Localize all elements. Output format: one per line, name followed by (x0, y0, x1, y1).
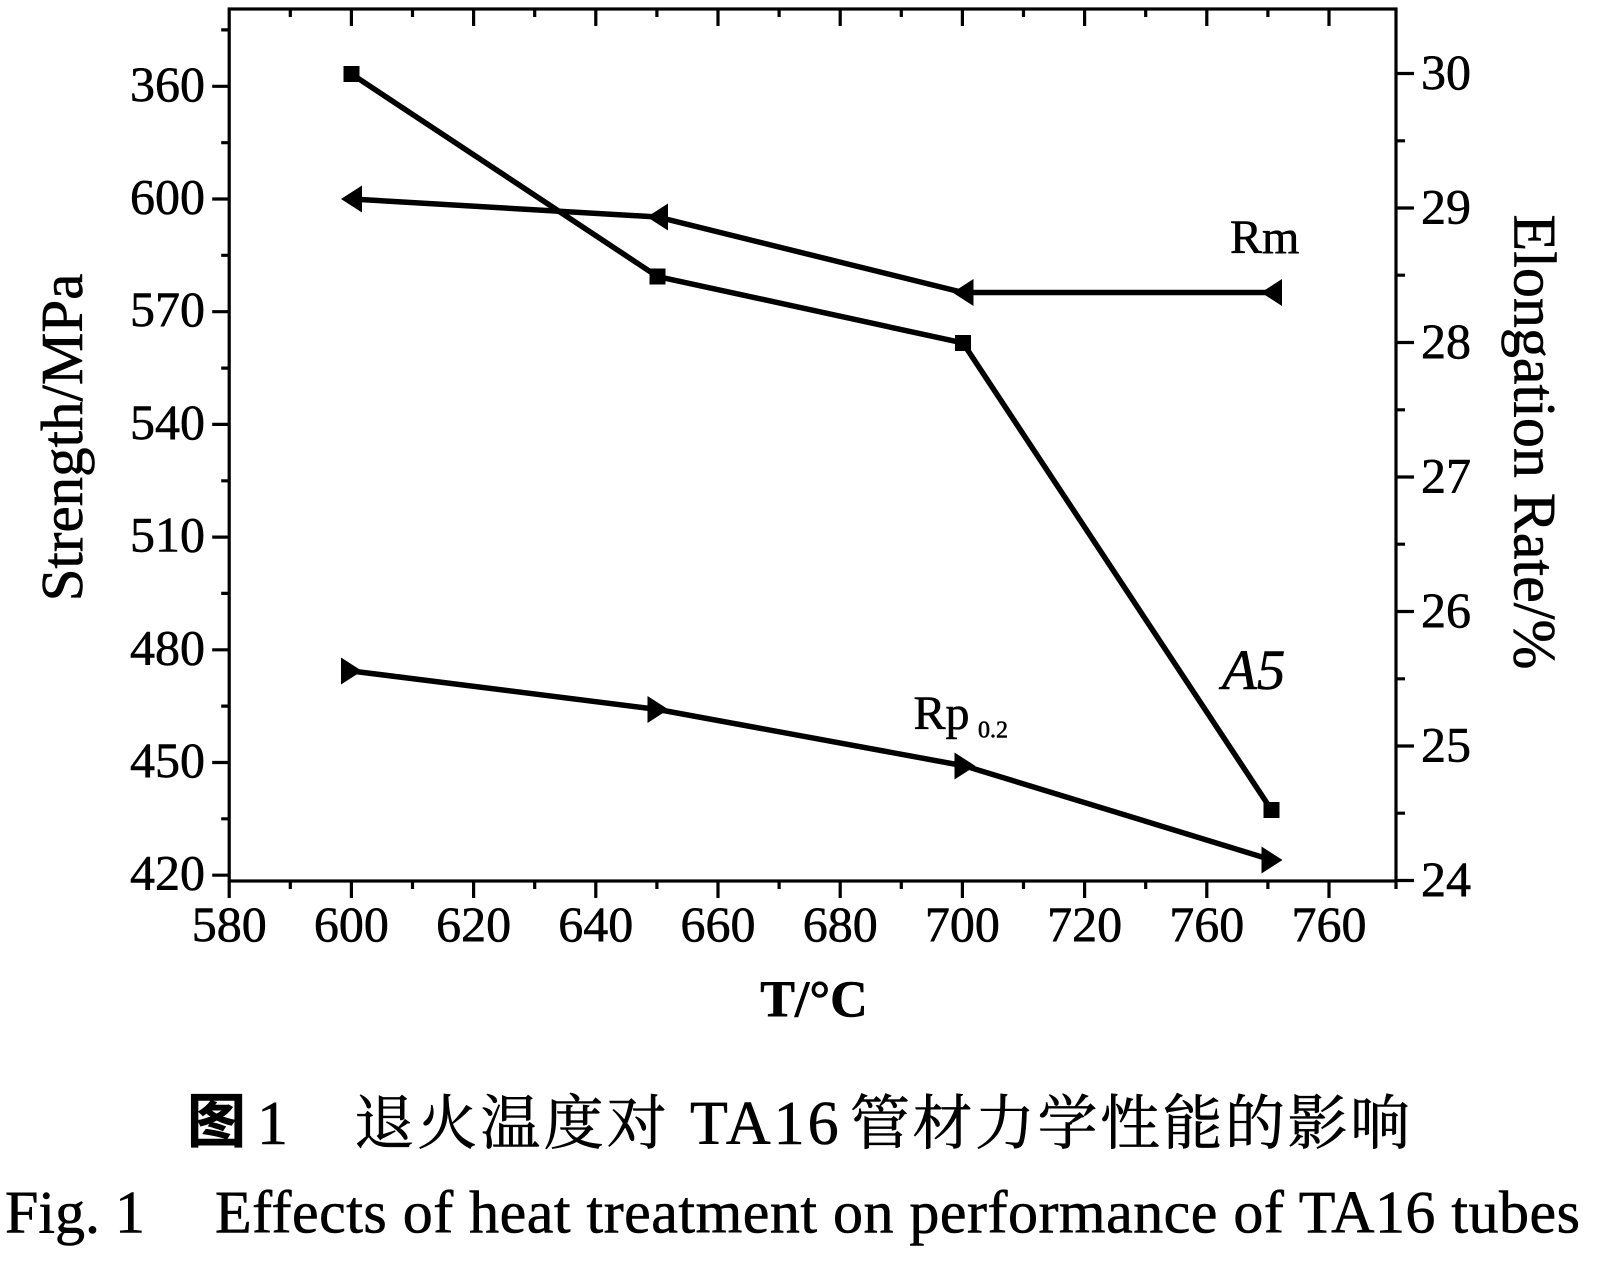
svg-text:A5: A5 (1218, 639, 1285, 702)
svg-text:760: 760 (1292, 896, 1367, 952)
svg-text:420: 420 (130, 845, 205, 901)
svg-text:Rm: Rm (1230, 211, 1299, 264)
svg-text:24: 24 (1421, 851, 1471, 907)
svg-text:620: 620 (436, 896, 511, 952)
svg-text:0.2: 0.2 (978, 718, 1008, 744)
svg-text:510: 510 (130, 507, 205, 563)
svg-text:480: 480 (130, 619, 205, 675)
svg-text:TA16: TA16 (690, 1090, 842, 1158)
svg-text:680: 680 (803, 896, 878, 952)
svg-text:28: 28 (1421, 313, 1471, 369)
svg-text:760: 760 (1169, 896, 1244, 952)
svg-text:570: 570 (130, 281, 205, 337)
svg-text:Rp: Rp (914, 687, 970, 740)
svg-text:600: 600 (314, 896, 389, 952)
svg-text:T/°C: T/°C (760, 972, 867, 1029)
svg-text:580: 580 (192, 896, 267, 952)
svg-text:540: 540 (130, 394, 205, 450)
svg-text:640: 640 (558, 896, 633, 952)
svg-text:1: 1 (257, 1090, 288, 1158)
svg-text:25: 25 (1421, 717, 1471, 773)
svg-text:720: 720 (1047, 896, 1122, 952)
svg-text:29: 29 (1421, 179, 1471, 235)
svg-text:27: 27 (1421, 448, 1471, 504)
svg-text:30: 30 (1421, 44, 1471, 100)
svg-text:600: 600 (130, 169, 205, 225)
svg-text:660: 660 (681, 896, 756, 952)
svg-text:450: 450 (130, 732, 205, 788)
svg-text:Fig. 1: Fig. 1 (5, 1180, 145, 1246)
svg-text:Effects of heat treatment on p: Effects of heat treatment on performance… (215, 1180, 1580, 1246)
svg-text:26: 26 (1421, 582, 1471, 638)
svg-text:Elongation Rate/%: Elongation Rate/% (1502, 215, 1568, 670)
svg-text:700: 700 (925, 896, 1000, 952)
svg-text:360: 360 (130, 56, 205, 112)
svg-text:Strength/MPa: Strength/MPa (29, 274, 95, 602)
